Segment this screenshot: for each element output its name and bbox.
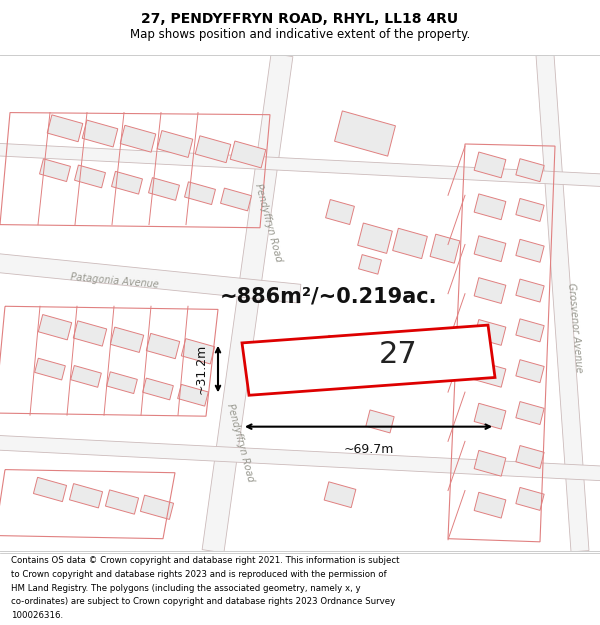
Polygon shape [474, 194, 506, 220]
Polygon shape [34, 478, 67, 502]
Polygon shape [516, 402, 544, 424]
Polygon shape [516, 360, 544, 382]
Polygon shape [82, 120, 118, 147]
Polygon shape [516, 239, 544, 262]
Polygon shape [326, 199, 355, 224]
Polygon shape [70, 484, 103, 508]
Text: 27: 27 [379, 341, 418, 369]
Polygon shape [474, 451, 506, 476]
Polygon shape [324, 335, 356, 361]
Text: Pendyffryn Road: Pendyffryn Road [225, 402, 255, 482]
Polygon shape [358, 223, 392, 253]
Polygon shape [516, 159, 544, 182]
Polygon shape [0, 435, 600, 481]
Polygon shape [536, 54, 589, 552]
Polygon shape [230, 141, 266, 168]
Polygon shape [0, 253, 301, 303]
Polygon shape [178, 384, 208, 406]
Polygon shape [474, 361, 506, 388]
Polygon shape [112, 171, 142, 194]
Polygon shape [185, 182, 215, 204]
Polygon shape [202, 53, 293, 553]
Polygon shape [143, 378, 173, 400]
Text: ~886m²/~0.219ac.: ~886m²/~0.219ac. [220, 286, 437, 306]
Polygon shape [120, 126, 156, 152]
Polygon shape [146, 333, 179, 359]
Text: HM Land Registry. The polygons (including the associated geometry, namely x, y: HM Land Registry. The polygons (includin… [11, 584, 361, 592]
Polygon shape [157, 131, 193, 158]
Text: 27, PENDYFFRYN ROAD, RHYL, LL18 4RU: 27, PENDYFFRYN ROAD, RHYL, LL18 4RU [142, 12, 458, 26]
Polygon shape [140, 495, 173, 519]
Polygon shape [38, 314, 71, 340]
Polygon shape [74, 165, 106, 188]
Text: ~31.2m: ~31.2m [195, 344, 208, 394]
Polygon shape [516, 446, 544, 469]
Polygon shape [181, 339, 215, 364]
Polygon shape [474, 319, 506, 346]
Text: Grosvenor Avenue: Grosvenor Avenue [566, 282, 584, 372]
Polygon shape [474, 403, 506, 429]
Polygon shape [107, 372, 137, 394]
Polygon shape [474, 236, 506, 262]
Text: Patagonia Avenue: Patagonia Avenue [70, 272, 160, 290]
Polygon shape [71, 366, 101, 388]
Polygon shape [324, 482, 356, 508]
Polygon shape [335, 111, 395, 156]
Text: ~69.7m: ~69.7m [343, 443, 394, 456]
Text: 100026316.: 100026316. [11, 611, 63, 620]
Text: to Crown copyright and database rights 2023 and is reproduced with the permissio: to Crown copyright and database rights 2… [11, 570, 386, 579]
Polygon shape [106, 490, 139, 514]
Polygon shape [366, 410, 394, 433]
Text: Map shows position and indicative extent of the property.: Map shows position and indicative extent… [130, 28, 470, 41]
Polygon shape [47, 115, 83, 142]
Polygon shape [73, 321, 107, 346]
Polygon shape [392, 228, 427, 259]
Polygon shape [242, 325, 495, 395]
Polygon shape [221, 188, 251, 211]
Text: Pendyffryn Road: Pendyffryn Road [253, 182, 283, 262]
Polygon shape [35, 358, 65, 380]
Polygon shape [0, 143, 600, 187]
Polygon shape [474, 492, 506, 518]
Text: Contains OS data © Crown copyright and database right 2021. This information is : Contains OS data © Crown copyright and d… [11, 556, 400, 566]
Polygon shape [40, 159, 70, 181]
Polygon shape [516, 279, 544, 302]
Polygon shape [149, 177, 179, 201]
Polygon shape [474, 278, 506, 304]
Polygon shape [474, 152, 506, 178]
Polygon shape [516, 199, 544, 221]
Polygon shape [430, 234, 460, 263]
Polygon shape [516, 319, 544, 342]
Polygon shape [359, 254, 382, 274]
Polygon shape [516, 488, 544, 511]
Polygon shape [195, 136, 231, 162]
Text: co-ordinates) are subject to Crown copyright and database rights 2023 Ordnance S: co-ordinates) are subject to Crown copyr… [11, 598, 395, 606]
Polygon shape [110, 327, 143, 352]
